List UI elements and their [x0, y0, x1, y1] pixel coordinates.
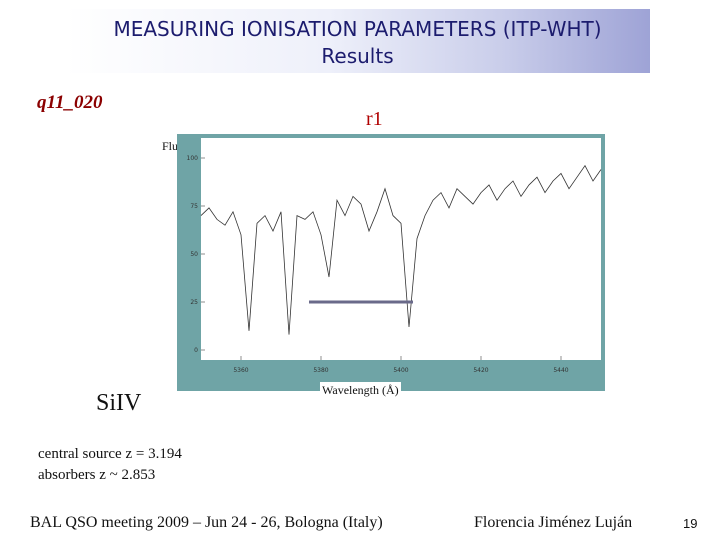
central-source-redshift: central source z = 3.194 [38, 446, 182, 462]
slide-title: MEASURING IONISATION PARAMETERS (ITP-WHT… [113, 17, 602, 41]
page-number: 19 [683, 516, 698, 531]
region-label: r1 [366, 108, 383, 130]
qso-name: q11_020 [37, 92, 103, 113]
spectrum-chart: 0 25 50 75 100 5360 5380 5400 5420 5440 [187, 138, 602, 374]
footer-meeting: BAL QSO meeting 2009 – Jun 24 - 26, Bolo… [30, 514, 383, 531]
spectrum-line [200, 164, 602, 335]
y-tick-label: 100 [187, 155, 199, 162]
spectrum-plot: 0 25 50 75 100 5360 5380 5400 5420 5440 [177, 134, 605, 391]
x-tick-label: 5400 [393, 367, 408, 374]
slide-subtitle: Results [321, 44, 394, 68]
y-tick-label: 25 [190, 299, 198, 306]
y-tick-label: 0 [194, 347, 198, 354]
plot-panel [201, 138, 601, 360]
absorber-redshift: absorbers z ~ 2.853 [38, 467, 156, 483]
y-tick-label: 75 [190, 203, 198, 210]
x-axis-label: Wavelength (Å) [320, 382, 401, 399]
footer-author: Florencia Jiménez Luján [474, 514, 633, 531]
x-tick-label: 5360 [233, 367, 248, 374]
x-tick-label: 5380 [313, 367, 328, 374]
title-banner: MEASURING IONISATION PARAMETERS (ITP-WHT… [65, 9, 650, 73]
x-tick-label: 5420 [473, 367, 488, 374]
y-tick-label: 50 [190, 251, 198, 258]
ion-label: SiIV [96, 390, 142, 416]
x-tick-label: 5440 [553, 367, 568, 374]
